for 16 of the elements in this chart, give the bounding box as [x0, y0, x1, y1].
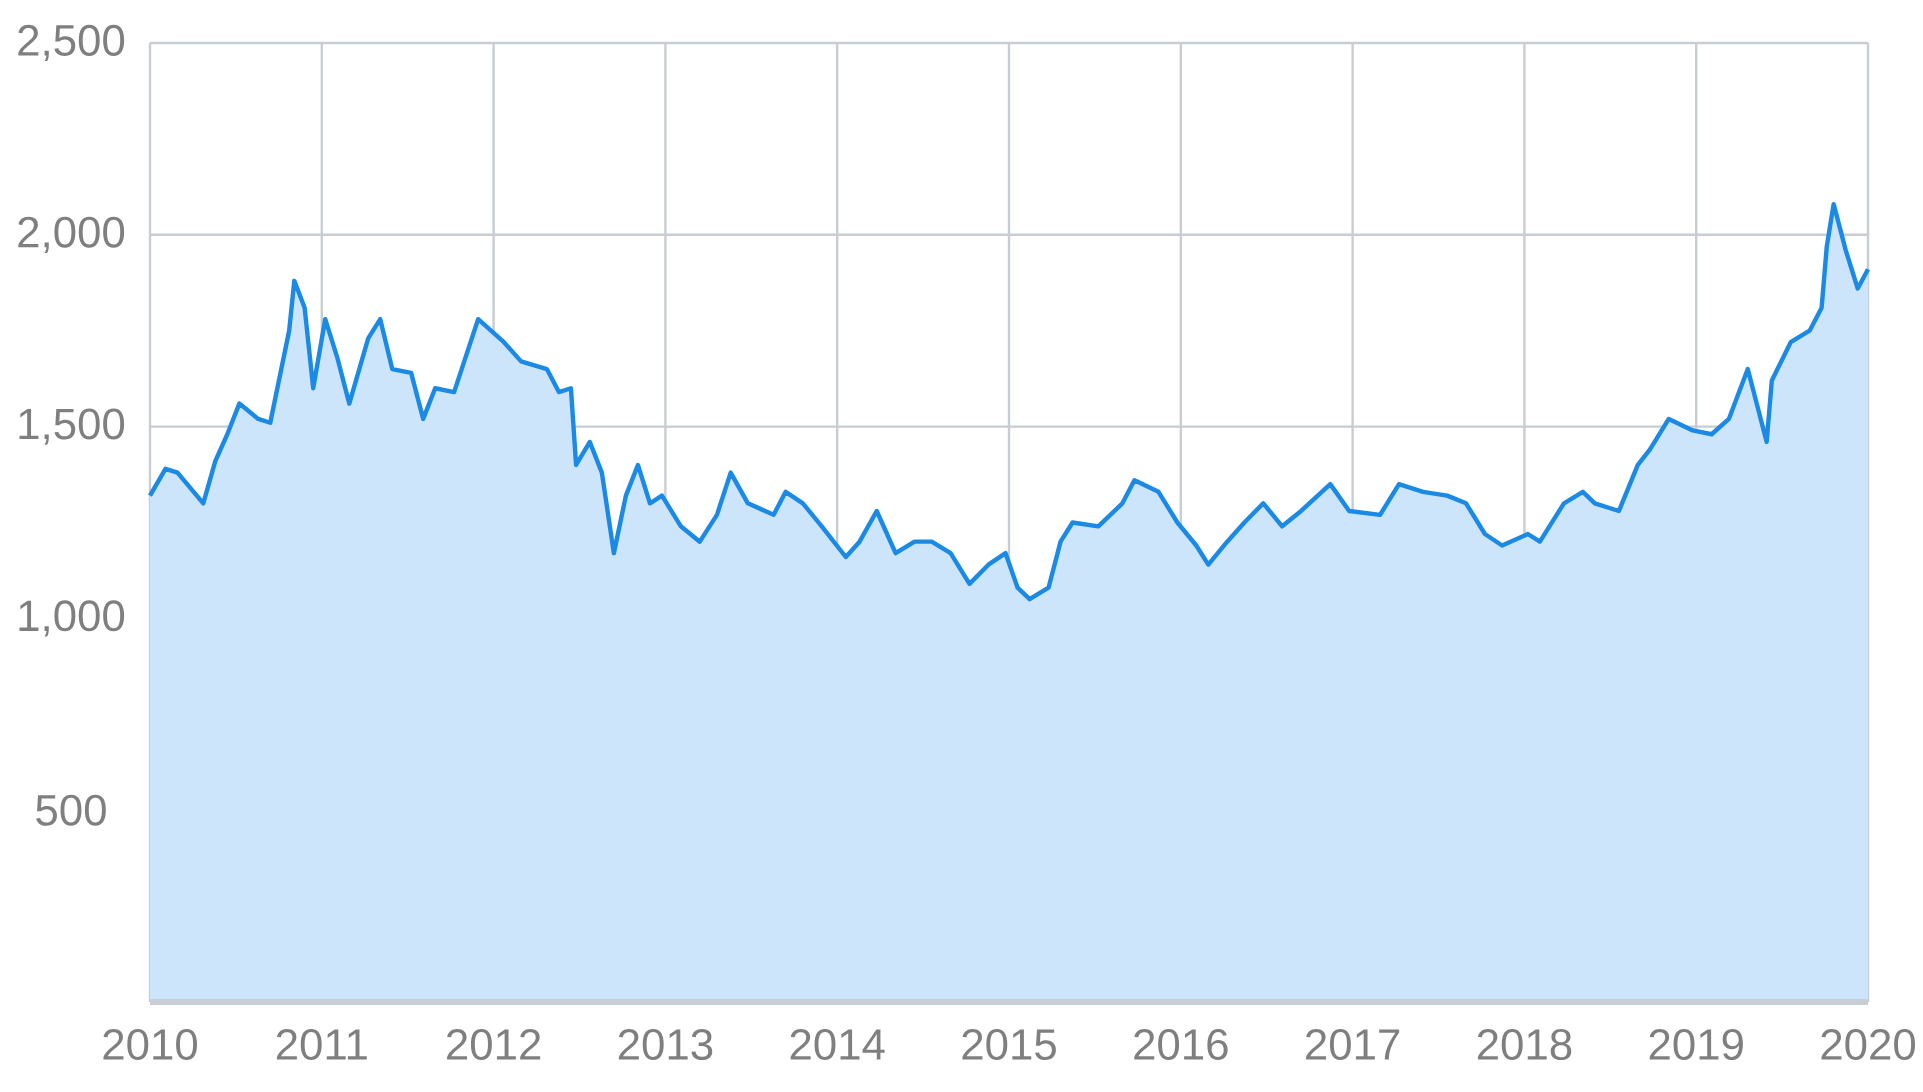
- y-tick-label: 2,000: [18, 216, 125, 253]
- x-tick-label: 2020: [1821, 1028, 1916, 1061]
- x-tick-label: 2019: [1649, 1028, 1743, 1061]
- x-tick-label: 2015: [962, 1028, 1056, 1061]
- x-tick-label: 2014: [790, 1028, 885, 1061]
- x-tick-label: 2010: [103, 1028, 198, 1061]
- y-tick-label: 500: [36, 794, 106, 826]
- x-tick-label: 2011: [276, 1028, 367, 1061]
- x-tick-label: 2016: [1134, 1028, 1228, 1061]
- x-tick-label: 2013: [618, 1028, 713, 1061]
- y-tick-label: 1,500: [19, 408, 125, 445]
- x-tick-label: 2018: [1477, 1028, 1572, 1061]
- x-tick-label: 2012: [447, 1028, 541, 1061]
- y-tick-label: 1,000: [19, 600, 125, 637]
- y-tick-label: 2,500: [18, 24, 125, 62]
- x-tick-label: 2017: [1306, 1028, 1400, 1061]
